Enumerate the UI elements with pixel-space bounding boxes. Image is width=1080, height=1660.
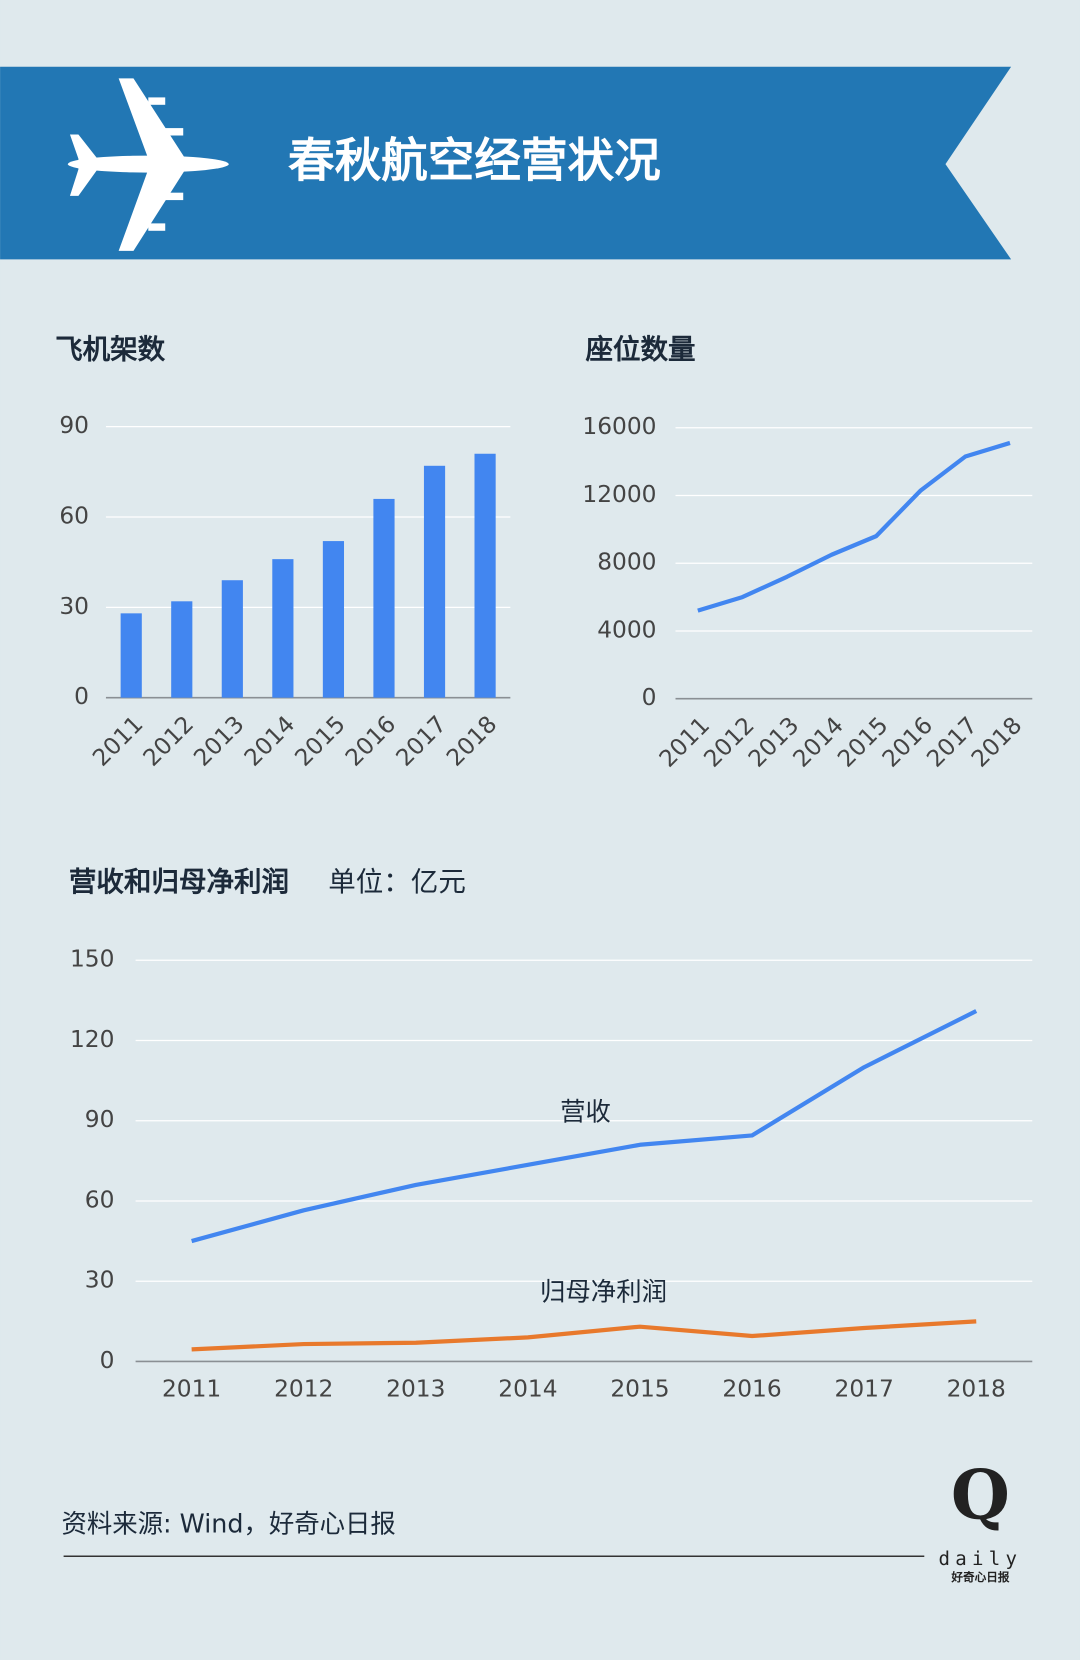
x-tick-label: 2018 xyxy=(947,1376,1006,1403)
y-tick-label: 120 xyxy=(70,1026,114,1053)
bar xyxy=(322,541,345,698)
bar xyxy=(373,498,395,698)
x-tick-label: 2012 xyxy=(274,1376,333,1403)
y-tick-label: 60 xyxy=(85,1186,115,1213)
bar xyxy=(171,601,193,698)
chart-title: 营收和归母净利润 xyxy=(69,866,289,898)
x-tick-label: 2017 xyxy=(835,1376,894,1403)
chart-title: 座位数量 xyxy=(586,333,696,365)
y-tick-label: 4000 xyxy=(597,616,656,643)
logo-mark: Q xyxy=(951,1455,1010,1535)
data-line xyxy=(191,1319,977,1352)
y-tick-label: 12000 xyxy=(582,481,656,508)
logo-word: daily xyxy=(939,1548,1023,1570)
y-tick-label: 30 xyxy=(59,593,89,620)
x-tick-label: 2015 xyxy=(610,1376,669,1403)
y-tick-label: 90 xyxy=(59,412,89,439)
x-tick-label: 2014 xyxy=(498,1376,557,1403)
bar xyxy=(221,580,243,698)
x-tick-label: 2011 xyxy=(162,1376,221,1403)
series-label: 营收 xyxy=(560,1097,611,1127)
y-tick-label: 30 xyxy=(85,1267,115,1294)
y-tick-label: 8000 xyxy=(597,549,656,576)
y-tick-label: 0 xyxy=(642,684,657,711)
y-tick-label: 150 xyxy=(70,946,114,973)
source: 资料来源: Wind，好奇心日报 xyxy=(61,1509,395,1539)
banner xyxy=(0,66,1012,260)
x-tick-label: 2016 xyxy=(722,1376,781,1403)
x-tick-label: 2013 xyxy=(386,1376,445,1403)
series-label: 归母净利润 xyxy=(540,1277,667,1307)
data-line xyxy=(697,440,1011,613)
logo-name: 好奇心日报 xyxy=(950,1570,1010,1584)
plane-icon xyxy=(67,78,229,251)
chart-title: 飞机架数 xyxy=(55,333,166,365)
page-title: 春秋航空经营状况 xyxy=(288,134,661,188)
y-tick-label: 90 xyxy=(85,1106,115,1133)
bar xyxy=(423,465,446,698)
y-tick-label: 0 xyxy=(100,1347,115,1374)
bar xyxy=(120,613,142,698)
bar xyxy=(474,453,496,698)
y-tick-label: 60 xyxy=(59,502,89,529)
y-tick-label: 0 xyxy=(74,683,89,710)
chart-subtitle: 单位：亿元 xyxy=(328,866,466,898)
y-tick-label: 16000 xyxy=(582,413,656,440)
data-line xyxy=(191,1009,978,1244)
bar xyxy=(272,559,294,698)
